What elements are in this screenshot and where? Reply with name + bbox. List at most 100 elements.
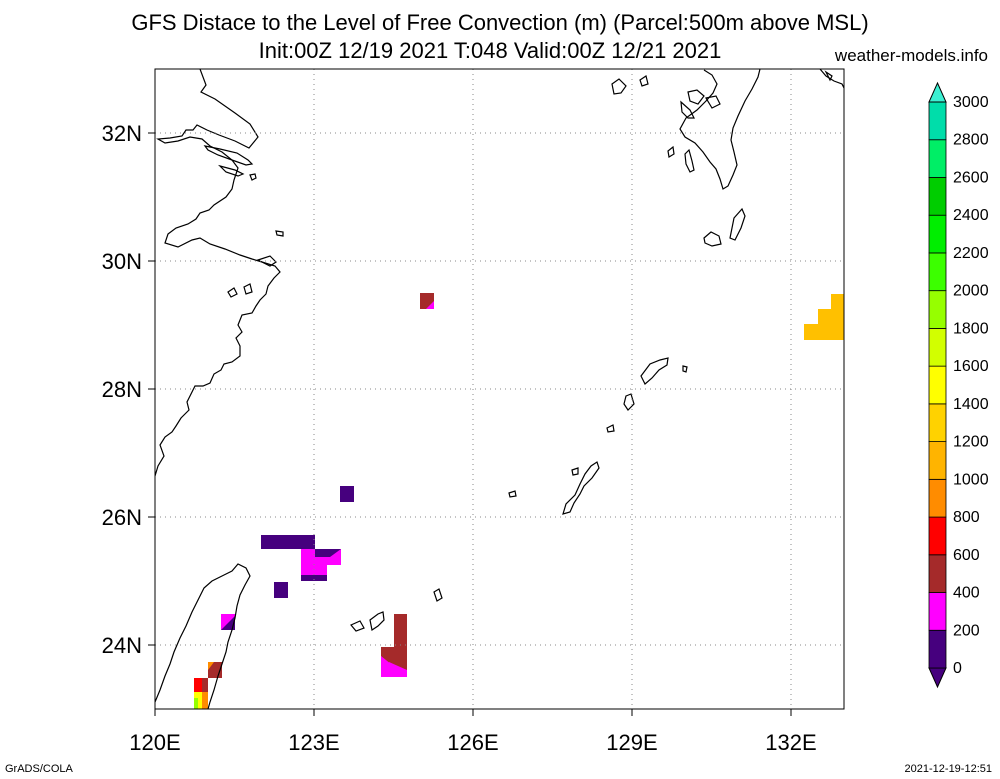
lon-label-132e: 132E: [765, 730, 816, 755]
coastline-kyushu: [679, 69, 761, 190]
data-cells: [194, 293, 844, 709]
footer-credit: GrADS/COLA: [5, 763, 73, 775]
island-kikai: [682, 365, 688, 373]
colorbar-segment: [928, 592, 947, 631]
cell-600: [194, 678, 202, 692]
island-tarama: [350, 620, 365, 632]
island-amakusa: [680, 100, 695, 119]
colorbar-segment: [928, 629, 947, 669]
colorbar-label: 400: [953, 585, 980, 602]
colorbar-segment: [928, 516, 947, 556]
colorbar-label: 600: [953, 547, 980, 564]
colorbar-segment: [928, 139, 947, 178]
cell-0: [315, 549, 341, 557]
colorbar-segment: [928, 327, 947, 367]
cell-1800: [194, 698, 198, 709]
cell-600: [208, 662, 214, 670]
colorbar-label: 1400: [953, 396, 989, 413]
cell-1000: [818, 309, 844, 325]
island-taiwan: [155, 563, 251, 709]
cell-0: [274, 582, 288, 598]
island-tokunoshima: [623, 393, 635, 411]
colorbar-label: 0: [953, 660, 962, 677]
island-shikoku-edge: [819, 69, 844, 89]
lon-label-129e: 129E: [606, 730, 657, 755]
island-nagasaki-1: [687, 89, 705, 105]
cell-0: [340, 486, 354, 502]
cell-1000: [831, 294, 844, 310]
island-goto-1: [611, 78, 627, 95]
lon-label-126e: 126E: [447, 730, 498, 755]
cell-200: [426, 301, 434, 309]
island-yakushima: [703, 231, 722, 247]
colorbar-label: 1600: [953, 358, 989, 375]
colorbar-segment: [928, 365, 947, 405]
colorbar-label: 200: [953, 622, 980, 639]
colorbar-min-triangle: [928, 667, 947, 689]
island-coast-3: [243, 283, 253, 295]
ticks: [148, 132, 792, 716]
cell-0: [221, 616, 235, 630]
island-koshiki: [667, 145, 675, 158]
island-ishigaki-e: [433, 588, 443, 602]
island-kume: [508, 490, 517, 498]
island-coast-1: [256, 255, 277, 267]
lat-label-32n: 32N: [102, 121, 142, 146]
island-coast-2: [227, 287, 238, 298]
colorbar-label: 800: [953, 509, 980, 526]
island-koshiki-2: [684, 148, 695, 173]
colorbar-segment: [928, 177, 947, 216]
island-yoron: [606, 424, 615, 433]
colorbar-label: 2600: [953, 169, 989, 186]
cell-0: [261, 535, 315, 549]
island-zhoushan: [275, 230, 284, 237]
colorbar-label: 2400: [953, 207, 989, 224]
grid: [155, 69, 844, 709]
cell-200: [389, 662, 407, 677]
colorbar-segment: [928, 403, 947, 443]
lat-label-28n: 28N: [102, 377, 142, 402]
cell-400: [394, 614, 407, 647]
island-zhoushan-2: [249, 173, 257, 181]
island-nagasaki-2: [705, 95, 721, 109]
cell-1000: [804, 324, 844, 340]
island-small-1: [571, 467, 579, 476]
chart-title: GFS Distace to the Level of Free Convect…: [131, 10, 869, 35]
footer-timestamp: 2021-12-19-12:51: [904, 763, 992, 775]
chart-subtitle: Init:00Z 12/19 2021 T:048 Valid:00Z 12/2…: [258, 38, 722, 63]
island-ne-1: [824, 70, 833, 82]
colorbar-label: 2800: [953, 132, 989, 149]
coastline-china-north: [155, 69, 281, 477]
colorbar-label: 2000: [953, 283, 989, 300]
lon-label-120e: 120E: [129, 730, 180, 755]
colorbar-segment: [928, 101, 947, 141]
colorbar-segment: [928, 478, 947, 518]
lon-label-123e: 123E: [288, 730, 339, 755]
island-amami: [640, 357, 669, 385]
colorbar: 0 200 400 600 800 1000 1200 1400 1600 1800 2000 220…: [928, 81, 989, 689]
island-goto-2: [639, 75, 649, 87]
colorbar-segment: [928, 441, 947, 480]
island-chongming: [203, 145, 254, 166]
coastlines: [155, 69, 844, 709]
island-miyako: [369, 611, 385, 631]
island-estuary: [217, 164, 245, 177]
colorbar-segment: [928, 290, 947, 329]
colorbar-label: 1200: [953, 434, 989, 451]
lat-label-30n: 30N: [102, 249, 142, 274]
lat-label-24n: 24N: [102, 633, 142, 658]
island-okinawa: [562, 461, 600, 515]
colorbar-max-triangle: [928, 81, 947, 103]
colorbar-label: 1000: [953, 471, 989, 488]
map-area: [155, 69, 844, 709]
site-label: weather-models.info: [834, 46, 988, 65]
colorbar-segment: [928, 554, 947, 593]
colorbar-label: 3000: [953, 94, 989, 111]
colorbar-label: 2200: [953, 245, 989, 262]
colorbar-segment: [928, 214, 947, 254]
cell-0: [301, 575, 327, 581]
colorbar-segment: [928, 252, 947, 292]
colorbar-label: 1800: [953, 320, 989, 337]
lat-label-26n: 26N: [102, 505, 142, 530]
